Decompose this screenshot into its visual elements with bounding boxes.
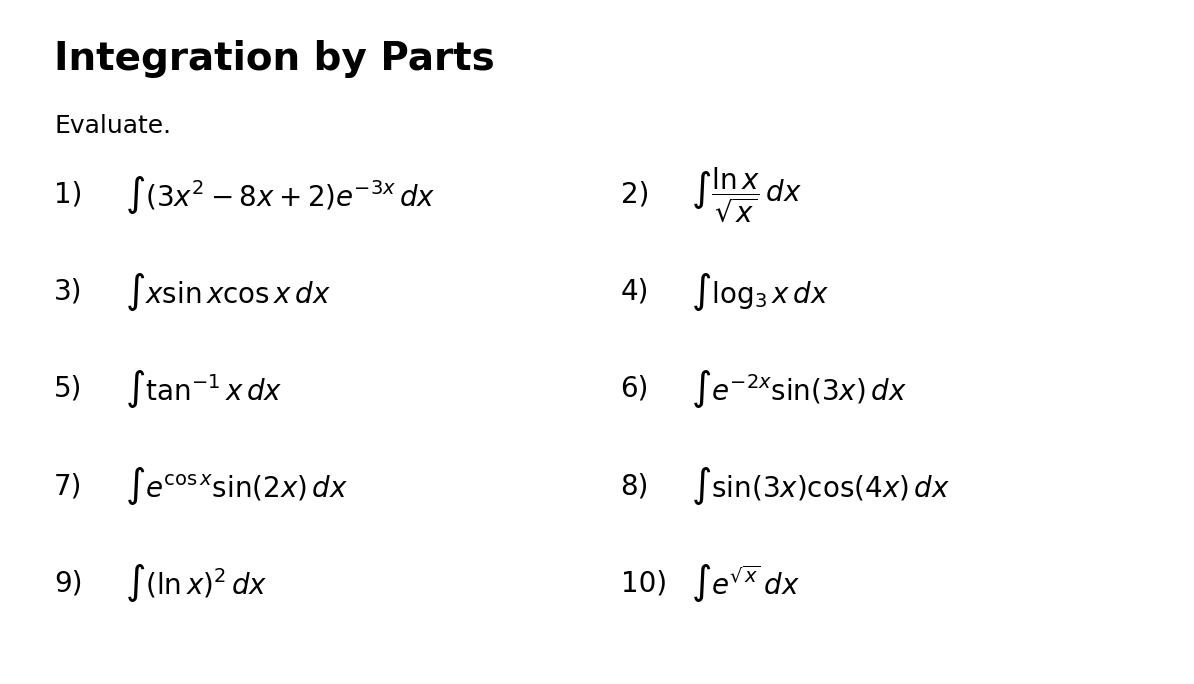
Text: 5): 5) (54, 375, 82, 403)
Text: 9): 9) (54, 569, 82, 597)
Text: $\int e^{\cos x}\sin(2x)\,dx$: $\int e^{\cos x}\sin(2x)\,dx$ (125, 465, 349, 507)
Text: $\int\log_3 x\,dx$: $\int\log_3 x\,dx$ (691, 271, 830, 313)
Text: $\int\sin(3x)\cos(4x)\,dx$: $\int\sin(3x)\cos(4x)\,dx$ (691, 465, 950, 507)
Text: $\int e^{\sqrt{x}}\,dx$: $\int e^{\sqrt{x}}\,dx$ (691, 562, 800, 604)
Text: $\int\tan^{-1}x\,dx$: $\int\tan^{-1}x\,dx$ (125, 368, 282, 410)
Text: 1): 1) (54, 181, 82, 209)
Text: $\int(\ln x)^2\,dx$: $\int(\ln x)^2\,dx$ (125, 562, 267, 604)
Text: 8): 8) (621, 472, 650, 500)
Text: 6): 6) (621, 375, 650, 403)
Text: 2): 2) (621, 181, 650, 209)
Text: 7): 7) (54, 472, 82, 500)
Text: $\int e^{-2x}\sin(3x)\,dx$: $\int e^{-2x}\sin(3x)\,dx$ (691, 368, 907, 410)
Text: $\int x\sin x\cos x\,dx$: $\int x\sin x\cos x\,dx$ (125, 271, 331, 313)
Text: 3): 3) (54, 278, 82, 306)
Text: Evaluate.: Evaluate. (54, 114, 171, 138)
Text: 10): 10) (621, 569, 666, 597)
Text: Integration by Parts: Integration by Parts (54, 40, 494, 79)
Text: $\int\dfrac{\ln x}{\sqrt{x}}\,dx$: $\int\dfrac{\ln x}{\sqrt{x}}\,dx$ (691, 166, 802, 224)
Text: $\int(3x^2-8x+2)e^{-3x}\,dx$: $\int(3x^2-8x+2)e^{-3x}\,dx$ (125, 174, 436, 215)
Text: 4): 4) (621, 278, 650, 306)
